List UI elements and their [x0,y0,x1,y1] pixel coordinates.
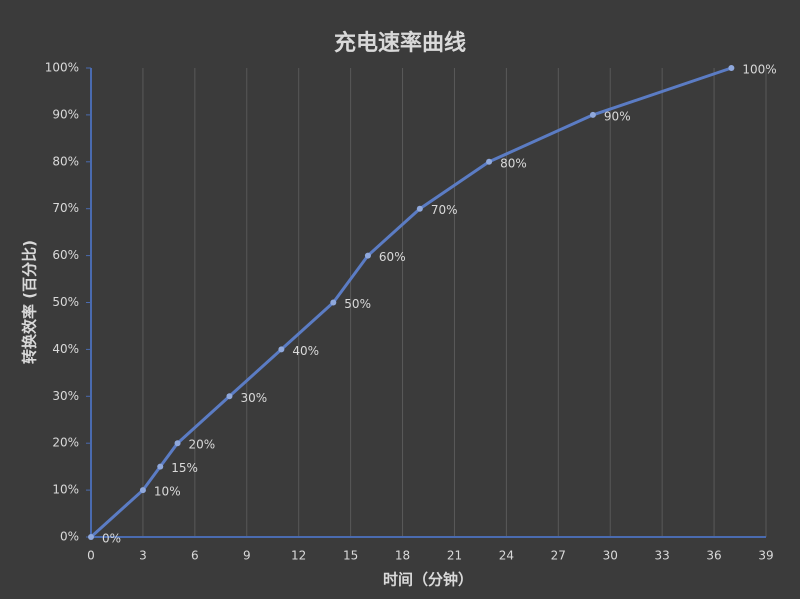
data-point [174,440,181,447]
x-tick-label: 18 [395,549,410,563]
x-tick-label: 15 [343,549,358,563]
data-label: 70% [431,203,458,217]
data-point [226,393,233,400]
data-point [364,252,371,259]
data-label: 80% [500,156,527,170]
y-tick-label: 70% [52,201,79,215]
y-tick-label: 30% [52,389,79,403]
y-tick-label: 40% [52,342,79,356]
x-tick-label: 27 [551,549,566,563]
x-axis-label: 时间（分钟） [383,571,473,589]
x-tick-label: 30 [603,549,618,563]
data-label: 30% [240,391,267,405]
y-tick-label: 10% [52,483,79,497]
data-label: 10% [154,485,181,499]
x-tick-label: 3 [139,549,147,563]
x-tick-label: 24 [499,549,514,563]
y-tick-label: 0% [60,530,79,544]
y-tick-label: 80% [52,154,79,168]
data-point [88,534,94,540]
y-tick-label: 90% [52,107,79,121]
data-label: 20% [189,438,216,452]
x-tick-label: 21 [447,549,462,563]
x-tick-label: 0 [87,549,95,563]
data-label: 0% [102,532,121,546]
data-label: 90% [604,109,631,123]
data-point [416,205,423,212]
data-point [589,111,596,118]
data-point [278,346,285,353]
data-label: 100% [742,63,776,77]
series-line [89,66,732,539]
x-tick-label: 39 [758,549,773,563]
data-point [139,487,146,494]
data-point [486,158,493,165]
x-tick-label: 33 [655,549,670,563]
x-tick-label: 6 [191,549,199,563]
chart-title: 充电速率曲线 [334,30,466,56]
y-tick-label: 60% [52,248,79,262]
data-label: 60% [379,250,406,264]
data-label: 50% [344,297,371,311]
y-tick-label: 100% [45,61,79,75]
data-label: 40% [292,344,319,358]
data-point [728,65,735,71]
x-tick-label: 12 [291,549,306,563]
x-tick-label: 36 [706,549,721,563]
data-label: 15% [171,461,198,475]
data-point [157,463,164,470]
y-axis-label: 转换效率 (百分比) [21,240,39,364]
data-point [330,299,337,306]
y-tick-label: 50% [52,295,79,309]
y-tick-label: 20% [52,436,79,450]
x-tick-label: 9 [243,549,251,563]
